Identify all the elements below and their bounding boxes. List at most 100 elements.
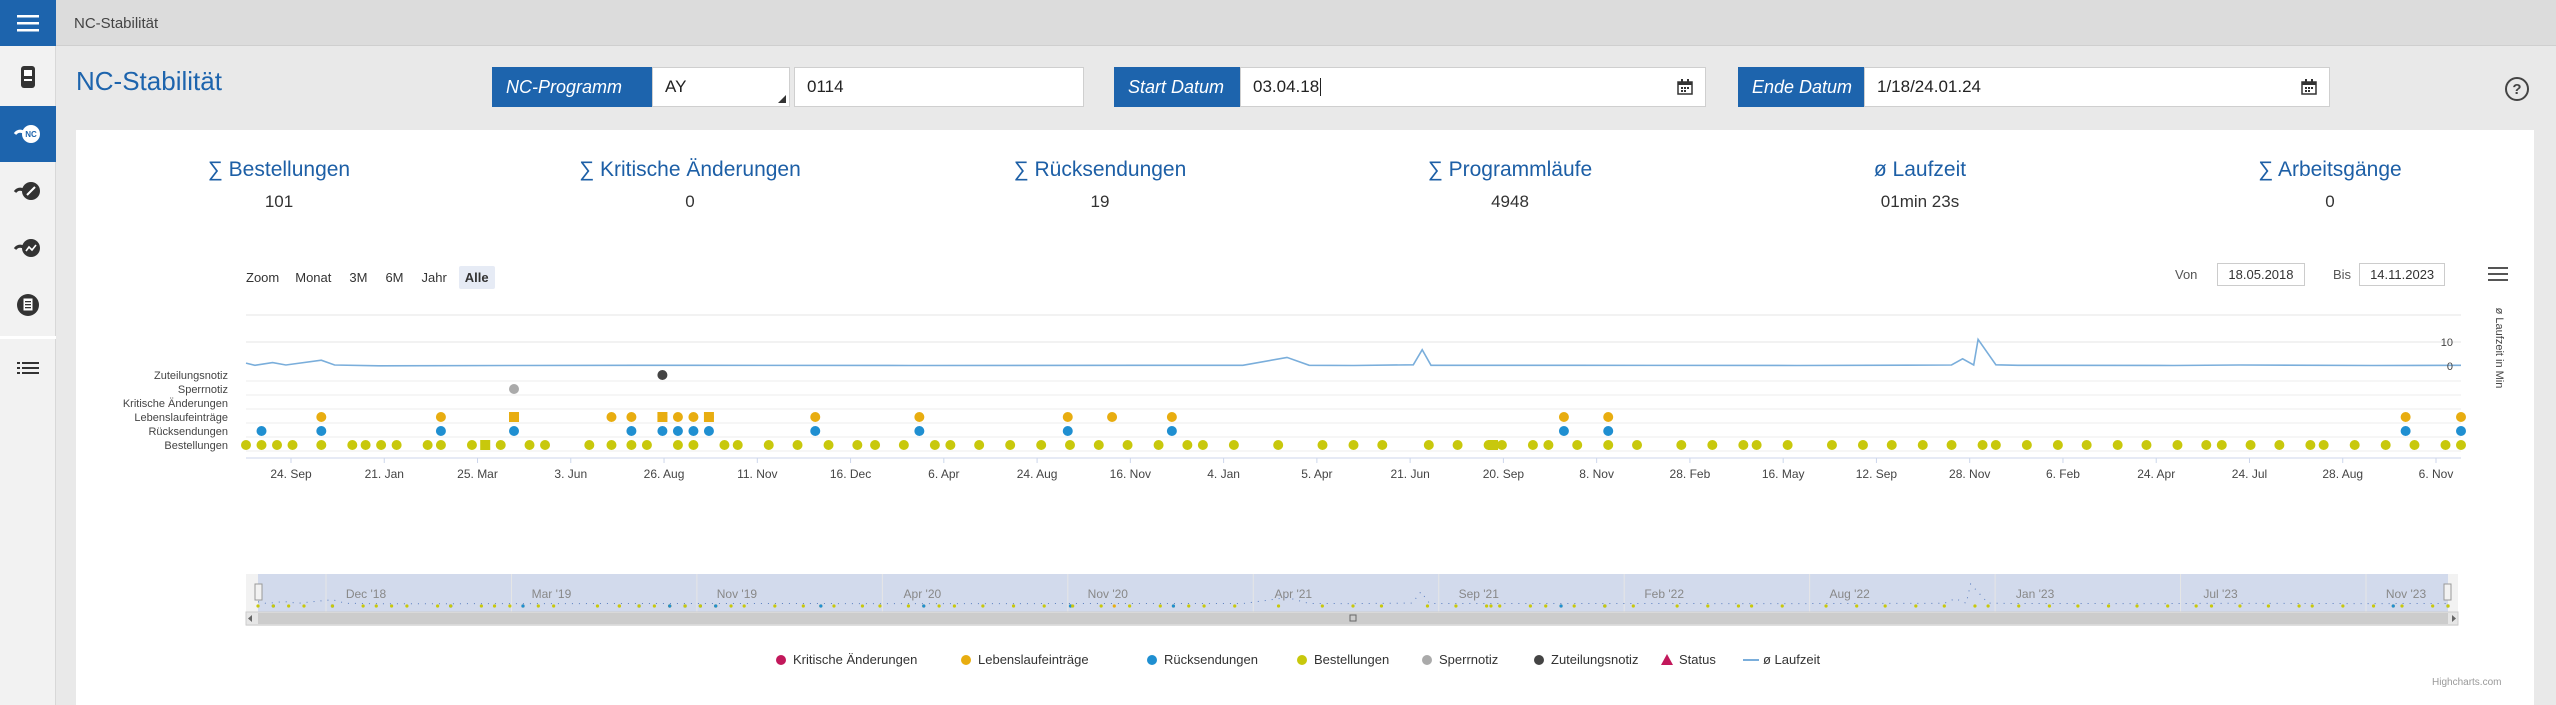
data-point[interactable]: [914, 426, 925, 436]
start-date-input[interactable]: 03.04.18: [1240, 67, 1706, 107]
help-icon[interactable]: ?: [2505, 77, 2529, 101]
data-point[interactable]: [1064, 440, 1075, 450]
data-point[interactable]: [1107, 412, 1118, 422]
data-point[interactable]: [688, 412, 699, 422]
data-point[interactable]: [1558, 426, 1569, 436]
data-point[interactable]: [584, 440, 595, 450]
data-point[interactable]: [347, 440, 358, 450]
data-point[interactable]: [2216, 440, 2227, 450]
data-point[interactable]: [316, 412, 327, 422]
data-point[interactable]: [2274, 440, 2285, 450]
data-point[interactable]: [435, 412, 446, 422]
data-point[interactable]: [509, 412, 520, 422]
legend-item[interactable]: Status: [1661, 652, 1716, 667]
data-point[interactable]: [898, 440, 909, 450]
data-point[interactable]: [1632, 440, 1643, 450]
zoom-3m-button[interactable]: 3M: [349, 270, 368, 285]
data-point[interactable]: [703, 412, 714, 422]
calendar-icon[interactable]: [1677, 79, 1693, 95]
data-point[interactable]: [509, 384, 520, 394]
data-point[interactable]: [606, 412, 617, 422]
sidebar-item-machine[interactable]: [0, 49, 56, 105]
data-point[interactable]: [2409, 440, 2420, 450]
data-point[interactable]: [672, 440, 683, 450]
data-point[interactable]: [376, 440, 387, 450]
data-point[interactable]: [763, 440, 774, 450]
data-point[interactable]: [626, 426, 637, 436]
data-point[interactable]: [1197, 440, 1208, 450]
data-point[interactable]: [1228, 440, 1239, 450]
data-point[interactable]: [422, 440, 433, 450]
legend-item[interactable]: Kritische Änderungen: [776, 652, 917, 667]
zoom-month-button[interactable]: Monat: [295, 270, 332, 285]
data-point[interactable]: [852, 440, 863, 450]
sidebar-item-document[interactable]: [0, 277, 56, 333]
data-point[interactable]: [1886, 440, 1897, 450]
data-point[interactable]: [1273, 440, 1284, 450]
data-point[interactable]: [509, 426, 520, 436]
data-point[interactable]: [732, 440, 743, 450]
data-point[interactable]: [316, 426, 327, 436]
data-point[interactable]: [2141, 440, 2152, 450]
data-point[interactable]: [435, 440, 446, 450]
to-date-input[interactable]: 14.11.2023: [2359, 263, 2446, 286]
data-point[interactable]: [360, 440, 371, 450]
data-point[interactable]: [1558, 412, 1569, 422]
data-point[interactable]: [2456, 440, 2466, 450]
zoom-year-button[interactable]: Jahr: [421, 270, 447, 285]
data-point[interactable]: [1423, 440, 1434, 450]
data-point[interactable]: [688, 440, 699, 450]
data-point[interactable]: [1317, 440, 1328, 450]
data-point[interactable]: [1062, 426, 1073, 436]
data-point[interactable]: [540, 440, 551, 450]
data-point[interactable]: [1917, 440, 1928, 450]
data-point[interactable]: [391, 440, 402, 450]
data-point[interactable]: [810, 426, 821, 436]
data-point[interactable]: [466, 440, 477, 450]
data-point[interactable]: [1166, 426, 1177, 436]
data-point[interactable]: [2400, 412, 2411, 422]
legend-item[interactable]: Sperrnotiz: [1422, 652, 1498, 667]
data-point[interactable]: [256, 440, 267, 450]
data-point[interactable]: [1572, 440, 1583, 450]
zoom-all-button[interactable]: Alle: [458, 266, 495, 289]
data-point[interactable]: [703, 426, 714, 436]
data-point[interactable]: [606, 440, 617, 450]
navigator-scrollbar-thumb[interactable]: [258, 613, 2448, 624]
data-point[interactable]: [2201, 440, 2212, 450]
data-point[interactable]: [316, 440, 327, 450]
data-point[interactable]: [1738, 440, 1749, 450]
data-point[interactable]: [1543, 440, 1554, 450]
legend-item[interactable]: ø Laufzeit: [1743, 652, 1820, 667]
legend-item[interactable]: Bestellungen: [1297, 652, 1389, 667]
data-point[interactable]: [626, 412, 637, 422]
data-point[interactable]: [1603, 412, 1614, 422]
data-point[interactable]: [1603, 440, 1614, 450]
data-point[interactable]: [823, 440, 834, 450]
data-point[interactable]: [1452, 440, 1463, 450]
data-point[interactable]: [626, 440, 637, 450]
data-point[interactable]: [1182, 440, 1193, 450]
sidebar-item-nc-stability[interactable]: NC: [0, 106, 56, 162]
data-point[interactable]: [657, 426, 668, 436]
data-point[interactable]: [1377, 440, 1388, 450]
data-point[interactable]: [2052, 440, 2063, 450]
data-point[interactable]: [2456, 426, 2466, 436]
data-point[interactable]: [480, 440, 491, 450]
data-point[interactable]: [792, 440, 803, 450]
legend-item[interactable]: Rücksendungen: [1147, 652, 1258, 667]
data-point[interactable]: [2172, 440, 2183, 450]
data-point[interactable]: [1676, 440, 1687, 450]
from-date-input[interactable]: 18.05.2018: [2217, 263, 2305, 286]
data-point[interactable]: [1946, 440, 1957, 450]
program-number-input[interactable]: 0114: [794, 67, 1084, 107]
data-point[interactable]: [1990, 440, 2001, 450]
data-point[interactable]: [672, 412, 683, 422]
data-point[interactable]: [1751, 440, 1762, 450]
data-point[interactable]: [287, 440, 298, 450]
data-point[interactable]: [2245, 440, 2256, 450]
chart-navigator[interactable]: Dec '18 Mar '19 Nov '19 Apr '20 Nov '20 Apr '…: [76, 570, 2534, 640]
legend-item[interactable]: Zuteilungsnotiz: [1534, 652, 1638, 667]
data-point[interactable]: [495, 440, 506, 450]
data-point[interactable]: [1348, 440, 1359, 450]
